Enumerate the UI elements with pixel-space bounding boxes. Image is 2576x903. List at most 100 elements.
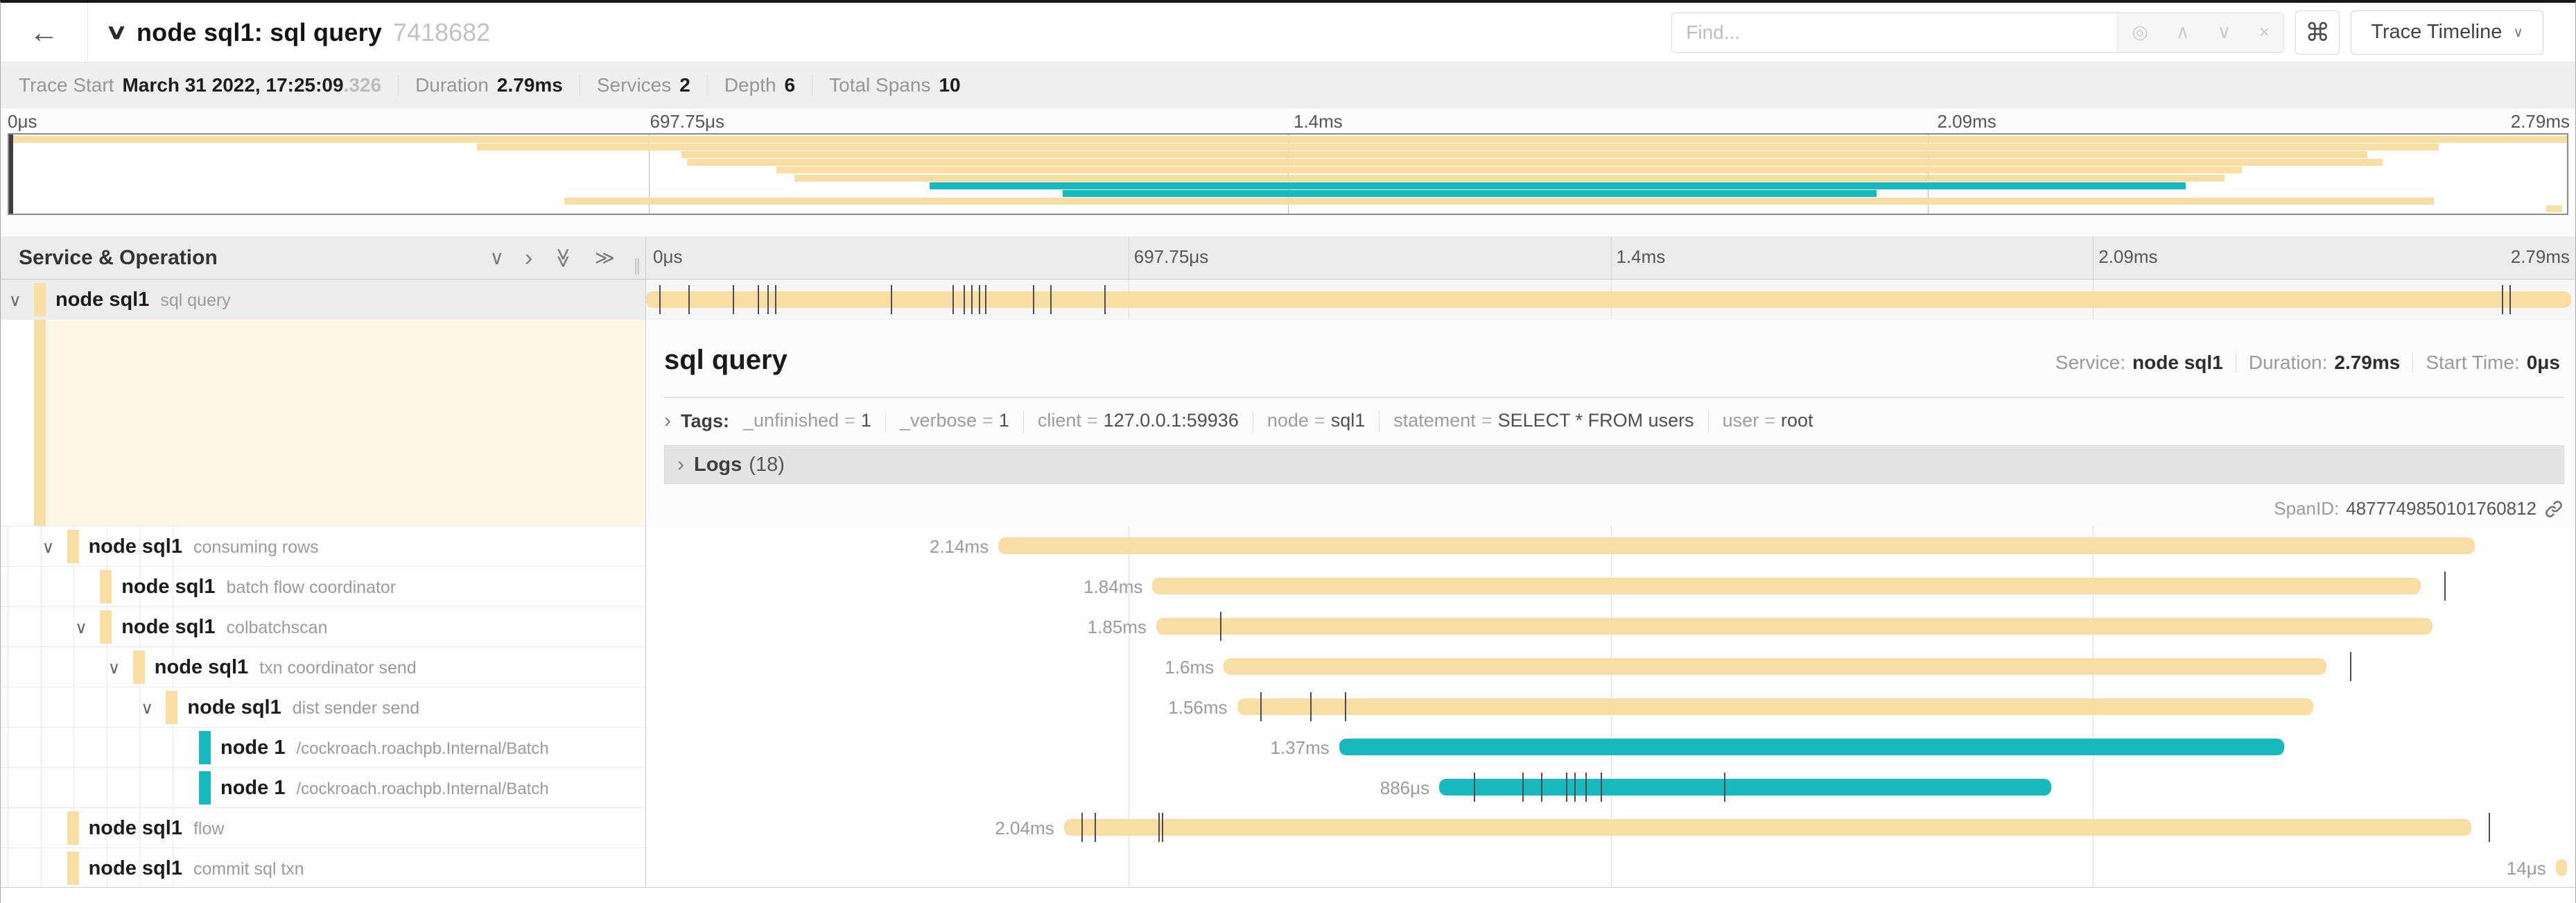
span-bar[interactable] — [1156, 618, 2433, 635]
span-bar-row-cockroach-roachpb-internal-batch[interactable]: 886μs — [646, 767, 2571, 807]
divider — [706, 75, 708, 96]
tag-key: client — [1037, 410, 1081, 431]
span-duration-label: 2.14ms — [929, 536, 989, 557]
span-row-flow[interactable]: node sql1 flow — [1, 807, 645, 848]
logs-label: Logs — [694, 453, 742, 476]
span-detail-header: sql query Service: node sql1 Duration: 2… — [664, 320, 2564, 376]
service-color-stripe — [34, 320, 46, 526]
back-button[interactable]: ← — [1, 3, 88, 62]
logs-accordion[interactable]: › Logs (18) — [664, 445, 2564, 484]
service-color-stripe — [67, 852, 79, 885]
collapse-trace-chevron-icon[interactable]: ∨ — [105, 21, 128, 44]
span-row-dist-sender-send[interactable]: ∨ node sql1 dist sender send — [1, 687, 645, 727]
locate-icon[interactable]: ◎ — [2132, 22, 2148, 42]
service-name: node sql1 consuming rows — [88, 535, 319, 558]
span-row-consuming-rows[interactable]: ∨ node sql1 consuming rows — [1, 526, 645, 566]
copy-link-icon[interactable] — [2543, 499, 2564, 519]
span-bar-row-dist-sender-send[interactable]: 1.56ms — [646, 687, 2571, 727]
find-input[interactable] — [1672, 12, 2118, 52]
tags-label: Tags: — [681, 410, 730, 431]
span-bar-row-txn-coordinator-send[interactable]: 1.6ms — [646, 646, 2571, 687]
prev-match-icon[interactable]: ∧ — [2175, 22, 2190, 42]
tag-value: SELECT * FROM users — [1497, 410, 1694, 431]
chevron-down-icon[interactable]: ∨ — [9, 291, 21, 310]
chevron-down-icon[interactable]: ∨ — [141, 699, 153, 718]
collapse-one-icon[interactable]: ∨ — [489, 246, 505, 268]
span-row-sql-query[interactable]: ∨ node sql1 sql query — [1, 280, 645, 320]
minimap-span-row — [9, 182, 2567, 189]
chevron-down-icon: ∨ — [2513, 25, 2523, 40]
span-bar-row-colbatchscan[interactable]: 1.85ms — [646, 606, 2571, 646]
span-bar-row-sql-query[interactable] — [646, 280, 2571, 320]
span-row-commit-sql-txn[interactable]: node sql1 commit sql txn — [1, 848, 645, 888]
chevron-down-icon[interactable]: ∨ — [42, 538, 55, 557]
span-duration-label: 1.56ms — [1168, 697, 1228, 718]
log-marker-tick — [2444, 571, 2446, 601]
span-row-cockroach-roachpb-internal-batch[interactable]: node 1/cockroach.roachpb.Internal/Batch — [1, 767, 645, 807]
log-marker-tick — [1104, 285, 1106, 314]
span-bar-row-consuming-rows[interactable]: 2.14ms — [646, 526, 2571, 566]
log-marker-tick — [1522, 773, 1524, 802]
selected-span-highlight — [46, 320, 645, 526]
divider — [664, 397, 2564, 398]
span-bar-row-flow[interactable]: 2.04ms — [646, 807, 2571, 848]
span-row-batch-flow-coordinator[interactable]: node sql1 batch flow coordinator — [1, 566, 645, 606]
span-bar[interactable] — [1439, 779, 2052, 796]
indent-guide — [41, 526, 42, 887]
divider — [1379, 411, 1380, 432]
minimap-span-bar — [564, 197, 2435, 205]
log-marker-tick — [1474, 773, 1476, 802]
timeline-ruler: 0μs 697.75μs 1.4ms 2.09ms 2.79ms — [646, 237, 2575, 279]
meta-value: 2 — [679, 74, 690, 96]
minimap-span-bar — [930, 182, 2186, 189]
log-marker-tick — [1724, 773, 1726, 802]
log-marker-tick — [1345, 692, 1347, 721]
span-bar-row-batch-flow-coordinator[interactable]: 1.84ms — [646, 566, 2571, 606]
collapse-all-icon[interactable]: ≫ — [553, 247, 575, 268]
minimap-span-bar — [2546, 205, 2562, 212]
view-select-button[interactable]: Trace Timeline ∨ — [2351, 10, 2543, 55]
meta-value: 6 — [784, 74, 796, 96]
span-row-txn-coordinator-send[interactable]: ∨ node sql1 txn coordinator send — [1, 646, 645, 687]
chevron-down-icon[interactable]: ∨ — [75, 619, 87, 637]
span-bar-row-cockroach-roachpb-internal-batch[interactable]: 1.37ms — [646, 727, 2571, 767]
expand-one-icon[interactable]: › — [525, 244, 533, 271]
span-bar[interactable] — [1063, 819, 2471, 836]
trace-meta-item: Trace Start March 31 2022, 17:25:09.326 — [19, 74, 381, 96]
span-bar[interactable] — [1237, 698, 2313, 715]
span-bar[interactable] — [2555, 859, 2568, 876]
service-color-stripe — [132, 651, 145, 684]
next-match-icon[interactable]: ∨ — [2217, 22, 2231, 42]
span-bar-row-commit-sql-txn[interactable]: 14μs — [646, 848, 2571, 888]
equals-sign: = — [1314, 410, 1325, 431]
timeline-minimap[interactable] — [8, 133, 2568, 215]
service-color-stripe — [100, 610, 112, 644]
ruler-tick-label: 2.09ms — [1937, 111, 1996, 132]
span-detail-title: sql query — [664, 345, 787, 375]
column-resize-grip[interactable]: ∥ — [633, 257, 641, 275]
tag-key: statement — [1393, 410, 1476, 431]
chevron-down-icon[interactable]: ∨ — [107, 659, 121, 678]
divider — [1707, 411, 1709, 432]
clear-search-icon[interactable]: × — [2259, 22, 2270, 42]
ruler-tick-label: 697.75μs — [650, 111, 725, 132]
equals-sign: = — [1086, 410, 1098, 431]
expand-all-icon[interactable]: ≫ — [594, 246, 615, 268]
operation-name: consuming rows — [193, 538, 319, 557]
divider — [1022, 411, 1024, 432]
span-bar[interactable] — [998, 538, 2475, 554]
log-marker-tick — [2509, 285, 2512, 314]
log-marker-tick — [2349, 652, 2351, 681]
view-select-label: Trace Timeline — [2371, 21, 2503, 43]
keyboard-shortcuts-button[interactable]: ⌘ — [2295, 10, 2340, 55]
span-row-colbatchscan[interactable]: ∨ node sql1 colbatchscan — [1, 606, 645, 646]
tags-accordion[interactable]: › Tags: _unfinished = 1 _verbose = 1 client = 12… — [664, 409, 2564, 433]
span-bar[interactable] — [1224, 658, 2327, 675]
log-marker-tick — [1541, 773, 1543, 802]
span-bar[interactable] — [1152, 578, 2421, 594]
trace-timeline-body: ∨ node sql1 sql query ∨ node sql1 consuming r… — [1, 280, 2575, 888]
span-bar[interactable] — [646, 291, 2571, 308]
minimap-scrubber-handle[interactable] — [9, 135, 13, 214]
span-bar[interactable] — [1339, 739, 2285, 755]
span-row-cockroach-roachpb-internal-batch[interactable]: node 1/cockroach.roachpb.Internal/Batch — [1, 727, 645, 767]
